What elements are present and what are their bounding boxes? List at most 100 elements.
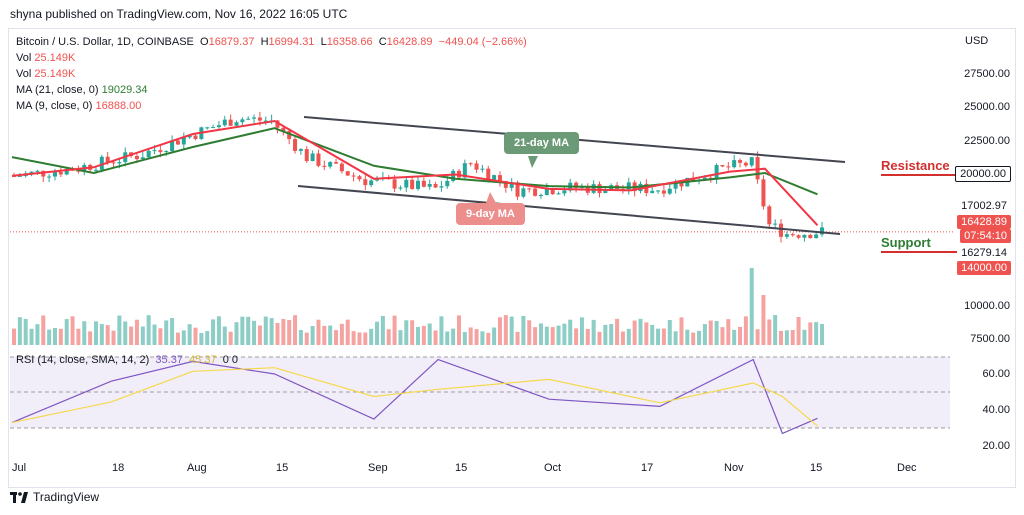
candle-body	[117, 162, 122, 164]
candle-body	[497, 175, 502, 181]
candle-body	[773, 223, 778, 225]
x-tick: 15	[455, 462, 468, 474]
candle-body	[93, 169, 98, 171]
candle-body	[29, 171, 34, 174]
candle-body	[808, 234, 813, 239]
volume-bar	[129, 326, 134, 345]
ma21-line	[11, 127, 818, 196]
candle-body	[322, 165, 327, 167]
rsi-tick: 60.00	[982, 368, 1010, 380]
candle-body	[363, 179, 368, 186]
volume-bar	[679, 317, 684, 345]
y-tick: 22500.00	[964, 135, 1010, 147]
volume-bar	[550, 327, 555, 345]
volume-bar	[743, 316, 748, 345]
volume-bar	[111, 330, 116, 345]
x-tick: Nov	[724, 462, 744, 474]
volume-bar	[462, 332, 467, 345]
close-value: 16428.89	[386, 36, 433, 48]
volume-bar	[322, 325, 327, 345]
y-tick: 25000.00	[964, 101, 1010, 113]
volume-bar	[316, 319, 321, 345]
candle-body	[181, 137, 186, 145]
candle-body	[404, 179, 409, 188]
volume-bar	[603, 324, 608, 345]
candle-body	[263, 120, 268, 122]
volume-bar	[93, 321, 98, 345]
vol-value: 25.149K	[34, 52, 76, 64]
y-tick: 7500.00	[970, 333, 1010, 345]
candle-body	[738, 160, 743, 163]
candle-body	[111, 162, 116, 164]
candle-body	[626, 182, 631, 190]
ma21-callout-pointer	[528, 156, 538, 168]
volume-bar	[175, 332, 180, 345]
volume-bar	[334, 330, 339, 345]
volume-bar	[497, 317, 502, 345]
candle-body	[146, 150, 151, 158]
candle-body	[820, 227, 824, 235]
volume-bar	[445, 331, 450, 345]
candle-body	[439, 186, 444, 188]
volume-bar	[521, 315, 526, 345]
candle-body	[462, 163, 467, 178]
volume-bar	[527, 320, 532, 345]
rsi-sma-line	[11, 367, 818, 427]
candle-body	[334, 162, 339, 164]
volume-bar	[29, 328, 34, 345]
candle-body	[814, 234, 819, 239]
volume-bar	[146, 315, 151, 345]
volume-bar	[123, 321, 128, 345]
volume-bar	[697, 330, 702, 345]
volume-bar	[732, 329, 737, 345]
volume-bar	[328, 325, 333, 345]
x-tick: Sep	[368, 462, 388, 474]
candle-body	[298, 149, 303, 151]
volume-bar	[117, 315, 122, 345]
volume-bar	[82, 321, 87, 345]
currency-label: USD	[965, 35, 989, 47]
candle-body	[17, 175, 22, 177]
volume-bar	[211, 319, 216, 345]
support-annotation: Support	[881, 235, 931, 250]
volume-bar	[158, 328, 163, 345]
candle-body	[246, 118, 251, 120]
volume-bar	[796, 317, 801, 345]
volume-bar	[738, 326, 743, 345]
candle-body	[281, 127, 286, 132]
volume-bar	[685, 329, 690, 345]
volume-bar	[222, 326, 227, 345]
volume-bar	[656, 328, 661, 345]
candle-body	[52, 171, 57, 177]
volume-bar	[562, 323, 567, 345]
candle-body	[755, 157, 760, 180]
x-tick: Jul	[12, 462, 27, 474]
volume-bar	[486, 332, 491, 345]
volume-bar	[47, 329, 52, 345]
candle-body	[316, 153, 321, 166]
volume-bar	[538, 323, 543, 345]
x-tick: 15	[810, 462, 823, 474]
volume-bar	[544, 326, 549, 345]
tradingview-logo[interactable]: TradingView	[10, 490, 99, 504]
candle-body	[574, 182, 579, 188]
candle-body	[240, 119, 245, 123]
candle-body	[410, 179, 415, 189]
volume-bar	[369, 328, 374, 345]
candle-body	[105, 156, 110, 163]
candle-body	[474, 163, 479, 170]
candle-body	[656, 190, 661, 192]
volume-bar	[720, 327, 725, 345]
volume-bar	[58, 328, 63, 345]
candle-body	[726, 166, 731, 168]
volume-bar	[439, 316, 444, 345]
volume-bar	[691, 332, 696, 345]
candle-body	[187, 135, 192, 138]
volume-bar	[673, 331, 678, 345]
volume-bar	[609, 324, 614, 345]
volume-bar	[17, 317, 22, 345]
candle-body	[427, 183, 432, 187]
volume-bar	[351, 331, 356, 345]
volume-bar	[269, 318, 274, 345]
